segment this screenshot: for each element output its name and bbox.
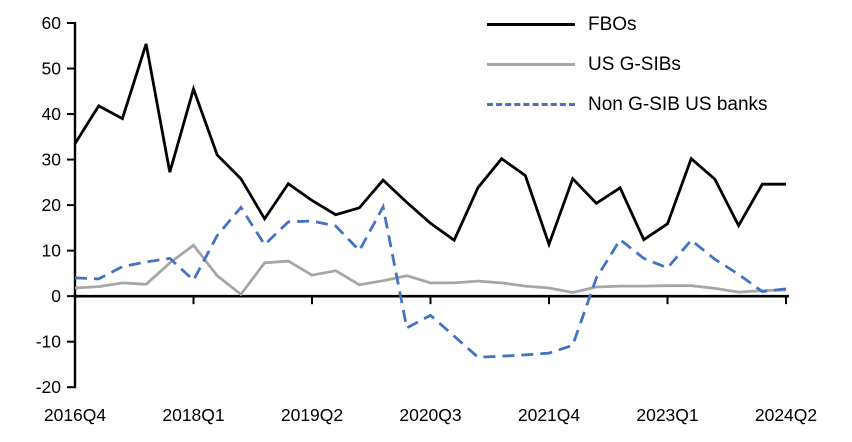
x-tick-label: 2021Q4 — [518, 405, 581, 425]
y-tick-label: 30 — [42, 150, 62, 170]
y-tick-label: 0 — [51, 286, 61, 306]
legend-label-non-gsib: Non G-SIB US banks — [588, 93, 768, 115]
y-tick-label: -10 — [36, 332, 62, 352]
y-tick-label: 10 — [42, 241, 62, 261]
legend-item-fbos: FBOs — [487, 4, 768, 44]
x-tick-label: 2016Q4 — [44, 405, 107, 425]
y-tick-label: -20 — [36, 377, 62, 397]
x-tick-label: 2023Q1 — [636, 405, 698, 425]
y-tick-label: 50 — [42, 59, 62, 79]
y-tick-label: 40 — [42, 104, 62, 124]
x-tick-label: 2020Q3 — [399, 405, 461, 425]
series-line-us-g-sibs — [74, 243, 787, 297]
x-tick-label: 2024Q2 — [755, 405, 817, 425]
legend-item-us-gsibs: US G-SIBs — [487, 44, 768, 84]
y-tick-label: 20 — [42, 195, 62, 215]
us-gsibs-line-swatch-icon — [487, 62, 575, 66]
fbos-line-swatch-icon — [487, 22, 575, 26]
series-line-non-g-sib-us-banks — [74, 202, 787, 359]
x-tick-label: 2019Q2 — [281, 405, 343, 425]
legend-item-non-gsib: Non G-SIB US banks — [487, 84, 768, 124]
chart-legend: FBOs US G-SIBs Non G-SIB US banks — [487, 4, 768, 124]
y-tick-label: 60 — [42, 13, 62, 33]
legend-label-us-gsibs: US G-SIBs — [588, 53, 681, 75]
legend-label-fbos: FBOs — [588, 13, 637, 35]
non-gsib-line-swatch-icon — [487, 102, 575, 106]
series-line-fbos — [73, 43, 786, 249]
x-tick-label: 2018Q1 — [162, 405, 224, 425]
